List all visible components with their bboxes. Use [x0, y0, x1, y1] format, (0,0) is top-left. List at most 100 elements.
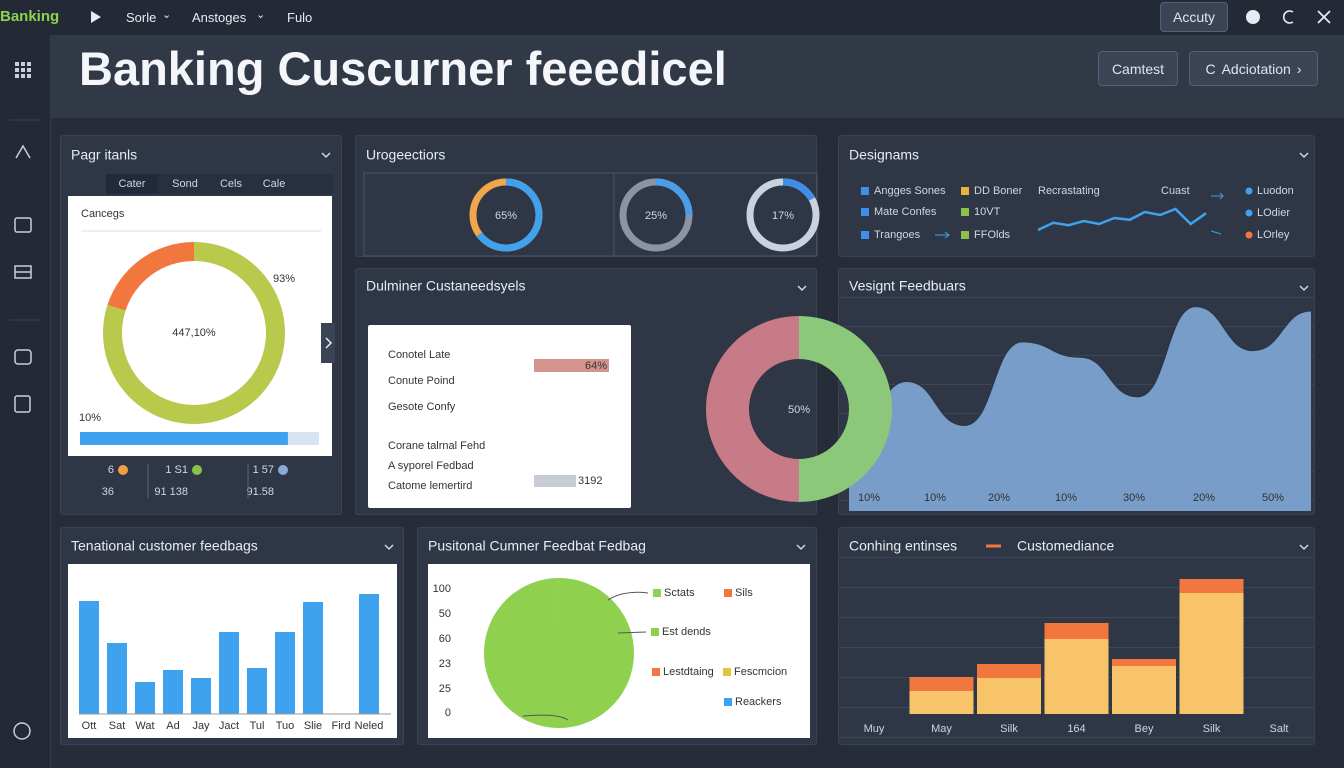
panel-svg: Conhing entinses Customediance Muy May Silk 1…: [849, 538, 1309, 735]
legend-dot: [1245, 209, 1253, 217]
legend-label: Luodon: [1257, 185, 1294, 197]
x-tick-label: Wat: [135, 720, 154, 732]
x-tick-label: Silk: [1203, 723, 1221, 735]
menu-chevron: ⌄: [162, 9, 172, 21]
stat-bottom: 91 138: [154, 486, 188, 498]
legend-label: Fescmcion: [734, 666, 787, 678]
metric-label: 64%: [585, 360, 607, 372]
x-tick-label: May: [931, 723, 952, 735]
x-tick-label: Ad: [166, 720, 179, 732]
axis-label: 0: [445, 707, 451, 719]
play-icon[interactable]: [89, 10, 103, 24]
sidebar-icons: [10, 62, 40, 740]
pie-slice: [799, 316, 892, 502]
legend-swatch: [723, 668, 731, 676]
x-tick-label: Salt: [1270, 723, 1289, 735]
refresh-icon[interactable]: [1282, 10, 1294, 24]
header: Banking Cuscurner feeedicel Camtest C Adc…: [51, 35, 1344, 118]
panel-title: Tenational customer feedbags: [71, 538, 258, 554]
metric-label: 3192: [578, 475, 602, 487]
metric-bar: [534, 475, 576, 487]
legend-label: 10VT: [974, 206, 1001, 218]
chart-label: Recrastating: [1038, 185, 1100, 197]
bar: [303, 602, 323, 714]
grid-icon[interactable]: [15, 62, 31, 78]
nav-icon[interactable]: [14, 265, 32, 279]
header-button[interactable]: Camtest: [1098, 51, 1178, 86]
x-tick-label: 164: [1067, 723, 1085, 735]
donut-annotation: 93%: [273, 273, 295, 285]
ring-label: 25%: [645, 210, 667, 222]
card-title: Cancegs: [81, 208, 125, 220]
arrow: [935, 231, 950, 239]
bar-segment: [1179, 593, 1244, 714]
menu-item[interactable]: Sorle: [126, 10, 157, 25]
info-icon[interactable]: [1246, 10, 1260, 24]
side-toggle: [321, 323, 335, 363]
nav-icon[interactable]: [14, 217, 32, 233]
donut-center-label: 447,10%: [172, 327, 216, 339]
nav-icon[interactable]: [15, 144, 31, 159]
panel-page-items: Pagr itanls Cater Sond Cels Cale Cancegs 447,1…: [60, 135, 342, 515]
panel-vesignt: Vesignt Feedbuars 10% 10% 20% 10% 30% 20% 50%: [838, 268, 1315, 515]
panel-dulminer: Dulminer Custaneedsyels Conotel Late Conut…: [355, 268, 892, 515]
side-toggle-arrow: [325, 337, 333, 349]
axis-label: 50: [439, 608, 451, 620]
panel-title: Pusitonal Cumner Feedbat Fedbag: [428, 538, 646, 554]
sidebar: [0, 0, 51, 768]
settings-icon[interactable]: [13, 722, 31, 740]
nav-icon[interactable]: [14, 349, 32, 365]
tab: Cale: [263, 178, 286, 190]
ring-value: [783, 178, 815, 201]
panel-title: Pagr itanls: [71, 147, 137, 163]
ring-label: 65%: [495, 210, 517, 222]
panel-svg: Urogeectiors 65% 25% 17%: [363, 147, 820, 257]
axis-label: 23: [439, 658, 451, 670]
axis-label: 100: [433, 583, 451, 595]
panel-title: Designams: [849, 147, 919, 163]
panel-svg: Vesignt Feedbuars 10% 10% 20% 10% 30% 20% 50%: [848, 278, 1312, 511]
bar-segment: [977, 678, 1041, 714]
bar: [247, 668, 267, 714]
panel-title: Urogeectiors: [366, 147, 445, 163]
header-button[interactable]: C Adciotation ›: [1189, 51, 1318, 86]
legend-dot: [1245, 187, 1253, 195]
bar: [191, 678, 211, 714]
legend-label: Mate Confes: [874, 206, 937, 218]
sparkline: [1037, 207, 1207, 232]
row-label: Corane talrnal Fehd: [388, 440, 485, 452]
legend-label: Trangoes: [874, 229, 921, 241]
legend-swatch: [861, 208, 869, 216]
metric-bar: [534, 359, 609, 372]
row-label: Gesote Confy: [388, 401, 456, 413]
panel-designs: Designams Angges Sones DD Boner Mate Confes…: [838, 135, 1315, 257]
close-icon[interactable]: [1317, 10, 1331, 24]
stat-bottom: 91.58: [246, 486, 274, 498]
legend-label: LOdier: [1257, 207, 1290, 219]
stat-dot: [118, 465, 128, 475]
menu-item[interactable]: Anstoges: [192, 10, 247, 25]
panel-svg: Pagr itanls Cater Sond Cels Cale Cancegs 447,1…: [68, 147, 335, 498]
collapse-chevron: [321, 152, 331, 159]
panel-svg: Dulminer Custaneedsyels Conotel Late Conut…: [366, 278, 892, 508]
tab-active: [106, 174, 158, 194]
panel-positional: Pusitonal Cumner Feedbat Fedbag 100 50 60 23…: [417, 527, 817, 745]
bar-segment: [1112, 666, 1176, 714]
menu-item[interactable]: Fulo: [287, 10, 313, 25]
topbar: Banking Sorle ⌄ Anstoges ⌄ Fulo Accuty: [0, 0, 1344, 35]
legend-label: Sils: [735, 587, 753, 599]
tab: Cels: [220, 178, 243, 190]
bar-segment: [1044, 639, 1109, 714]
bar-segment: [1112, 659, 1176, 666]
x-tick-label: Jact: [219, 720, 239, 732]
account-button[interactable]: Accuty: [1160, 2, 1228, 32]
legend-label: Sctats: [664, 587, 695, 599]
legend-dot: [1245, 231, 1253, 239]
bar-segment: [1179, 579, 1244, 593]
x-tick-label: 50%: [1262, 492, 1284, 504]
bar: [163, 670, 183, 714]
nav-icon[interactable]: [14, 395, 31, 413]
panel-title: Dulminer Custaneedsyels: [366, 278, 526, 294]
arrow: [1210, 192, 1224, 235]
x-tick-label: 20%: [1193, 492, 1215, 504]
